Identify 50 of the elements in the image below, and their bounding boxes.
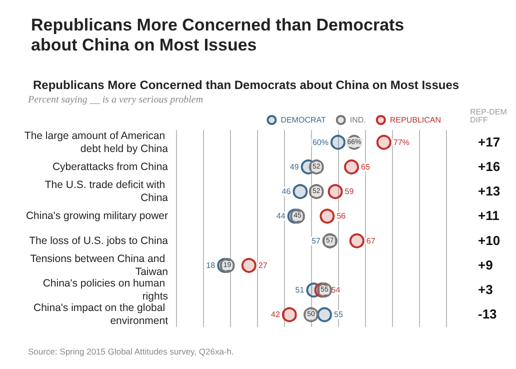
y-tick-label: Tensions between China and Taiwan [30,252,168,278]
y-tick-label: The loss of U.S. jobs to China [29,234,168,247]
data-label: 55 [334,310,344,320]
point [344,159,359,174]
y-tick-label: China's growing military power [26,210,168,222]
y-tick-label: The U.S. trade deficit with China [44,179,168,204]
y-tick-label: Cyberattacks from China [52,160,168,173]
legend-label: REPUBLICAN [390,116,442,124]
legend-label: IND. [350,116,366,124]
data-label: 57 [311,236,321,246]
point [320,208,335,224]
y-tick-label: The large amount of American debt held by China [24,130,168,155]
point [241,258,256,273]
text: +17 [478,134,500,150]
text: +11 [478,208,500,224]
data-label: 18 [206,260,216,270]
y-tick-label: China's impact on the global environment [33,302,168,328]
point [292,184,308,200]
text: +3 [478,282,493,298]
point [330,134,346,150]
point [282,307,297,322]
data-label: 42 [270,310,280,320]
data-label: 59 [344,187,354,196]
text: Percent saying __ is a very serious problem [27,94,204,106]
text: +16 [478,158,500,174]
data-label: 51 [295,286,305,295]
data-label: 54 [331,286,341,295]
text: REP-DEM DIFF [470,108,510,124]
data-label: 65 [361,162,370,172]
text: +10 [478,232,500,248]
point [328,184,343,200]
text: +9 [478,257,493,272]
source-note: Source: Spring 2015 Global Attitudes survey, Q26xa-h. [28,346,234,356]
data-label: 77% [393,138,410,147]
point [376,134,392,150]
data-label: 49 [290,162,300,172]
data-label: 60% [312,138,328,147]
data-label: 44 [276,212,286,221]
data-label: 67 [366,236,376,246]
text: -13 [478,306,497,322]
chart-subtitle: Republicans More Concerned than Democrats about China on Most Issues [31,16,409,54]
chart-title: Republicans More Concerned than Democrats about China on Most Issues [33,78,460,92]
data-label: 56 [336,212,346,221]
data-label: 46 [282,187,292,196]
point [317,307,332,322]
text: +13 [478,184,500,199]
legend-label: DEMOCRAT [280,116,326,124]
point [349,233,364,248]
y-tick-label: China's policies on human rights [42,278,168,303]
data-label: 27 [258,260,268,270]
